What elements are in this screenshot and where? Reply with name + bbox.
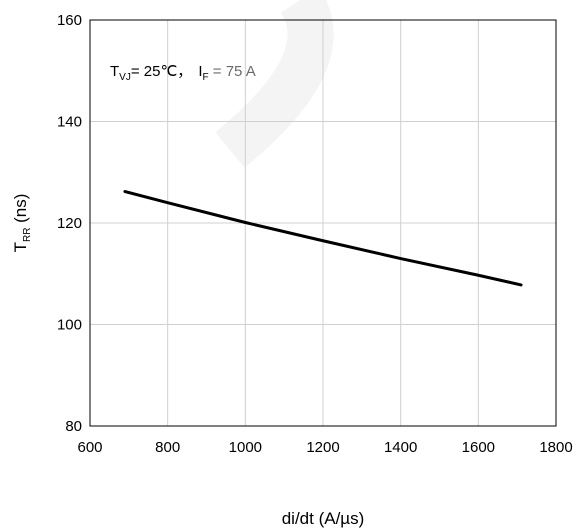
plot-frame — [89, 19, 557, 427]
x-tick-label: 1800 — [539, 439, 572, 456]
x-tick-label: 1600 — [462, 439, 495, 456]
y-tick-label: 120 — [57, 215, 82, 232]
y-axis-title-main: T — [11, 242, 30, 252]
x-tick-label: 800 — [155, 439, 180, 456]
x-axis-title: di/dt (A/µs) — [282, 509, 365, 528]
y-axis-title-unit: (ns) — [11, 194, 30, 228]
y-axis-title: TRR (ns) — [11, 194, 33, 253]
series-line — [123, 190, 523, 287]
annotation-t-main: T — [110, 63, 119, 80]
annotation-i-main: I — [198, 63, 202, 80]
x-tick-label: 1400 — [384, 439, 417, 456]
y-tick-label: 100 — [57, 317, 82, 334]
series-group — [123, 190, 523, 287]
annotation-t-sub: VJ — [119, 72, 131, 83]
annotation: TVJ= 25℃， IF = 75 A — [110, 63, 256, 83]
x-tick-label: 1000 — [229, 439, 262, 456]
annotation-t-rest: = 25℃， — [131, 63, 192, 80]
y-tick-labels: 80 100 120 140 160 — [57, 12, 82, 435]
y-tick-label: 140 — [57, 114, 82, 131]
x-tick-label: 1200 — [306, 439, 339, 456]
y-tick-label: 80 — [65, 418, 82, 435]
x-tick-label: 600 — [77, 439, 102, 456]
y-tick-label: 160 — [57, 12, 82, 29]
y-axis-title-sub: RR — [22, 228, 33, 242]
watermark-shape — [215, 0, 334, 168]
annotation-i-rest: = 75 A — [209, 63, 256, 80]
annotation-i-sub: F — [202, 72, 208, 83]
x-tick-labels: 600 800 1000 1200 1400 1600 1800 — [77, 439, 572, 456]
grid — [90, 20, 556, 426]
